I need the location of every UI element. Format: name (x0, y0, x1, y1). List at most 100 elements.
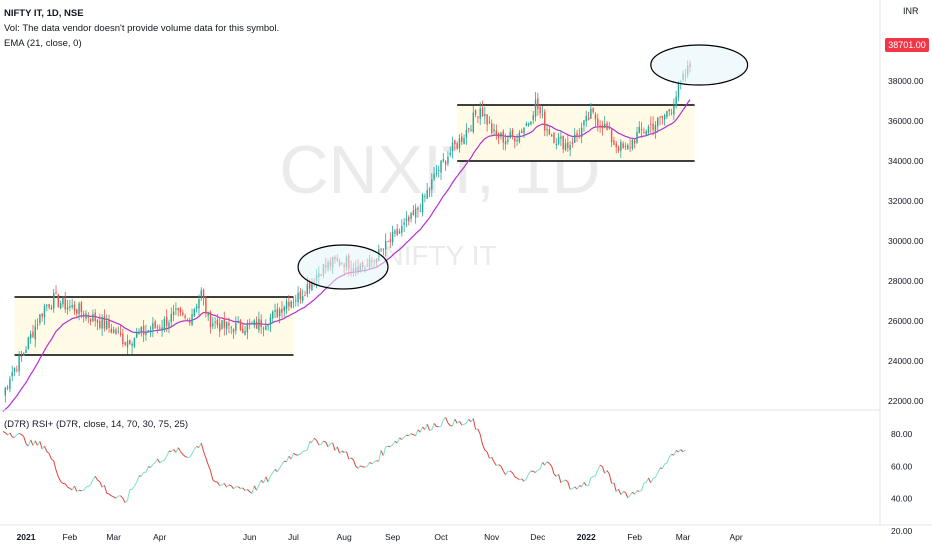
rsi-segment (348, 457, 352, 460)
candle-body (622, 143, 624, 148)
rsi-segment (290, 453, 294, 460)
candle-body (530, 121, 532, 125)
rsi-segment (486, 451, 490, 459)
candle-body (274, 310, 276, 313)
rsi-segment (286, 456, 290, 462)
candle-body (142, 325, 145, 335)
candle-body (223, 319, 226, 328)
watermark-sub: NIFTY IT (383, 240, 496, 271)
candle-body (276, 308, 279, 318)
price-tick-label: 24000.00 (888, 356, 924, 366)
rsi-segment (233, 486, 237, 490)
rsi-segment (624, 492, 629, 499)
rsi-segment (304, 449, 308, 452)
candle-body (456, 143, 458, 149)
candle-body (514, 138, 516, 142)
candle-body (384, 240, 387, 250)
rsi-segment (484, 449, 488, 453)
candle-body (670, 112, 673, 114)
rsi-segment (581, 482, 585, 487)
rsi-segment (560, 480, 564, 484)
candle-body (43, 306, 46, 318)
candle-body (403, 222, 405, 225)
candle-body (481, 108, 484, 117)
rsi-segment (228, 484, 232, 487)
candle-body (235, 322, 237, 331)
candle-body (163, 318, 166, 330)
rsi-segment (263, 476, 267, 484)
candle-body (32, 331, 34, 337)
candle-body (191, 314, 193, 325)
rsi-segment (44, 445, 48, 452)
rsi-segment (664, 462, 668, 465)
candle-body (186, 319, 189, 321)
rsi-segment (650, 478, 654, 484)
rsi-segment (293, 452, 297, 456)
rsi-segment (325, 441, 329, 448)
rsi-segment (157, 458, 161, 464)
candle-body (272, 311, 274, 319)
rsi-segment (452, 418, 456, 427)
rsi-segment (323, 440, 326, 443)
rsi-segment (606, 470, 610, 475)
candle-body (594, 114, 597, 120)
candle-body (624, 145, 627, 147)
candle-body (168, 322, 170, 328)
rsi-segment (468, 418, 472, 423)
rsi-segment (124, 500, 128, 504)
candle-body (221, 320, 223, 330)
volume-note: Vol: The data vendor doesn't provide vol… (4, 23, 280, 34)
rsi-segment (97, 479, 101, 483)
rsi-segment (615, 488, 619, 492)
rsi-segment (94, 476, 98, 481)
candle-body (474, 110, 477, 115)
candle-body (451, 142, 454, 152)
rsi-segment (127, 489, 131, 501)
rsi-segment (595, 469, 599, 476)
rsi-segment (216, 481, 221, 486)
candle-body (281, 308, 283, 313)
candle-body (25, 349, 27, 354)
rsi-segment (659, 467, 663, 470)
rsi-segment (459, 421, 463, 426)
candle-body (613, 140, 615, 146)
rsi-segment (493, 461, 497, 466)
candle-body (608, 128, 611, 130)
candle-body (661, 115, 664, 118)
candle-body (433, 173, 435, 179)
candle-body (444, 161, 447, 165)
candle-body (507, 139, 509, 142)
rsi-segment (512, 472, 516, 477)
rsi-segment (482, 444, 486, 451)
candle-body (110, 328, 113, 333)
candle-body (580, 127, 583, 138)
rsi-segment (106, 492, 110, 495)
rsi-segment (334, 446, 338, 451)
candle-body (472, 112, 475, 132)
rsi-tick-label: 80.00 (891, 429, 913, 439)
rsi-segment (99, 481, 103, 488)
candle-body (574, 134, 576, 143)
symbol-title: NIFTY IT, 1D, NSE (4, 8, 84, 19)
candle-body (34, 326, 36, 340)
rsi-segment (205, 457, 209, 465)
time-tick-label: Sep (385, 532, 400, 542)
candle-body (387, 241, 389, 243)
rsi-segment (154, 458, 158, 463)
rsi-segment (258, 480, 262, 486)
rsi-segment (103, 485, 108, 494)
rsi-segment (180, 451, 184, 455)
candle-body (195, 306, 198, 309)
candle-body (438, 170, 440, 171)
candle-body (629, 147, 631, 149)
candle-body (159, 327, 161, 329)
candle-body (650, 124, 652, 125)
rsi-segment (242, 487, 246, 491)
candle-body (486, 114, 488, 125)
price-tick-label: 34000.00 (888, 156, 924, 166)
rsi-segment (424, 424, 428, 430)
rsi-segment (509, 470, 513, 474)
candle-body (55, 292, 57, 294)
candle-body (189, 321, 191, 323)
